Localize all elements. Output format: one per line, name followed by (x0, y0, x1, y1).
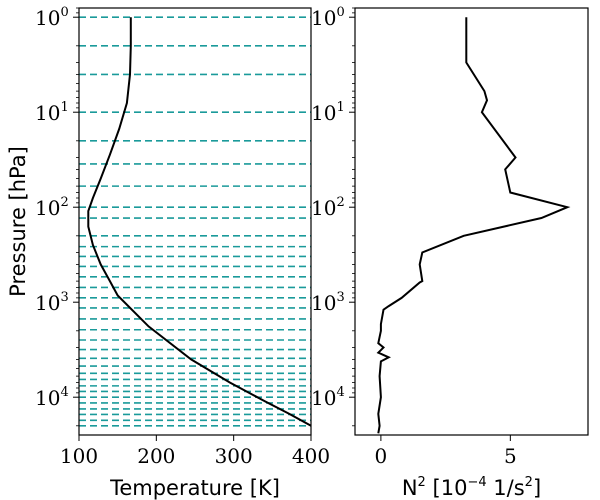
temp-y-tick-label: 102 (35, 195, 69, 220)
n2-x-axis-label: N2 [10−4 1/s2] (402, 475, 541, 500)
n2-y-tick-label: 100 (311, 5, 345, 30)
temp-y-tick-label: 104 (35, 385, 69, 410)
temperature-x-axis-label: Temperature [K] (109, 476, 280, 500)
temp-y-tick-label: 103 (35, 290, 69, 315)
temp-x-tick-label: 300 (215, 444, 253, 468)
n2-x-tick-label: 5 (504, 444, 517, 468)
n2-y-tick-label: 103 (311, 290, 345, 315)
temp-x-tick-label: 100 (60, 444, 98, 468)
temp-x-tick-label: 400 (292, 444, 330, 468)
n2-profile-line (376, 17, 571, 434)
n2-axes-frame (354, 7, 589, 436)
temp-y-tick-label: 101 (35, 100, 69, 125)
temperature-profile-line (87, 17, 312, 427)
temp-y-tick-label: 100 (35, 5, 69, 30)
pressure-y-axis-label: Pressure [hPa] (6, 146, 30, 297)
n2-y-tick-label: 104 (311, 385, 345, 410)
n2-x-tick-label: 0 (375, 444, 388, 468)
temperature-axes-frame (78, 7, 312, 436)
n2-y-tick-label: 101 (311, 100, 345, 125)
n2-y-tick-label: 102 (311, 195, 345, 220)
temp-x-tick-label: 200 (137, 444, 175, 468)
